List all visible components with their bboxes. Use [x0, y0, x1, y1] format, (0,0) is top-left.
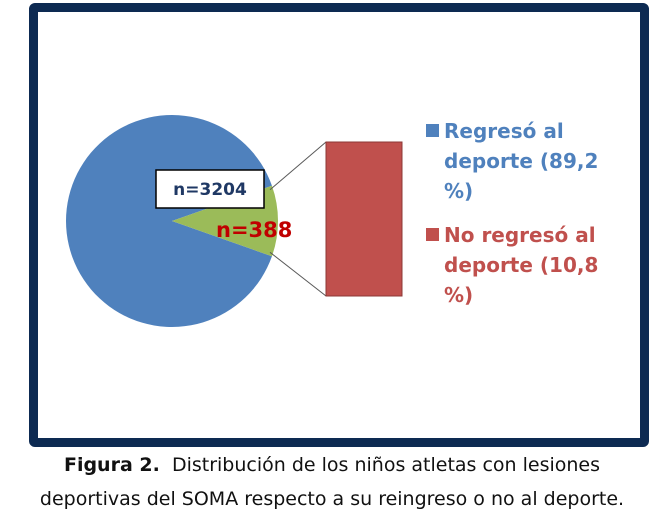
legend-entry-regreso-line-1: Regresó al: [444, 119, 564, 143]
data-label-box-main: [155, 169, 265, 209]
legend-swatch-no-regreso: [426, 228, 439, 241]
legend-entry-regreso: Regresó al deporte (89,2 %): [444, 119, 605, 203]
data-label-minor: n=388: [216, 218, 292, 242]
figure-caption-text-1: Distribución de los niños atletas con le…: [171, 454, 601, 476]
bar-of-pie-no-regreso: [325, 141, 403, 297]
legend-entry-no-regreso-line-3: %): [444, 283, 473, 307]
legend-entry-no-regreso-line-1: No regresó al: [444, 223, 596, 247]
connector-line-top: [269, 141, 327, 191]
connector-line-bottom: [269, 251, 327, 297]
pie-slice-regreso: [66, 115, 272, 327]
chart-frame: n=3204 n=388 Regresó al deporte (89,2 %)…: [29, 3, 649, 447]
legend-entry-no-regreso-line-2: deporte (10,8: [444, 253, 598, 277]
legend-entry-regreso-line-2: deporte (89,2: [444, 149, 598, 173]
legend-entry-no-regreso: No regresó al deporte (10,8 %): [444, 223, 605, 307]
figure-caption-label: Figura 2.: [63, 454, 160, 476]
figure-caption-line-1: Figura 2. Distribución de los niños atle…: [0, 454, 664, 476]
legend-swatch-regreso: [426, 124, 439, 137]
legend-entry-regreso-line-3: %): [444, 179, 473, 203]
figure-caption-line-2: deportivas del SOMA respecto a su reingr…: [39, 488, 625, 510]
data-label-main: n=3204: [173, 180, 247, 200]
pie-of-bar-chart: n=3204 n=388 Regresó al deporte (89,2 %)…: [66, 115, 605, 327]
